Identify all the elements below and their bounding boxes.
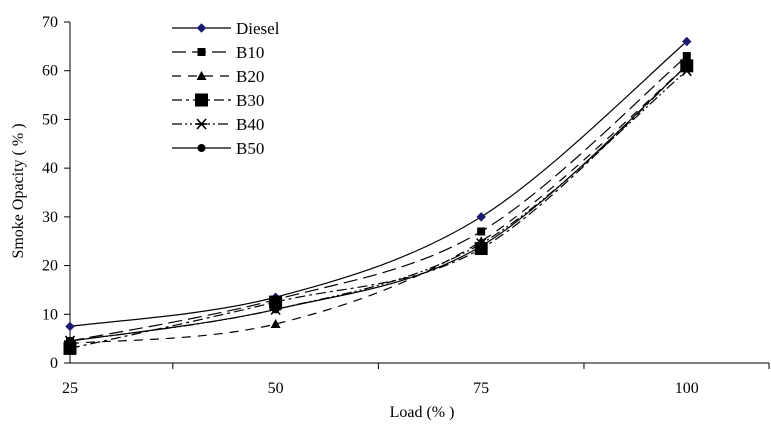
legend-item-b40: B40 bbox=[172, 115, 264, 134]
x-tick-label: 75 bbox=[473, 380, 489, 397]
legend-marker-b50 bbox=[197, 144, 206, 152]
y-tick-label: 50 bbox=[42, 111, 58, 128]
y-axis-title: Smoke Opacity ( % ) bbox=[10, 123, 27, 258]
series-b50 bbox=[66, 61, 691, 346]
series-b40 bbox=[64, 65, 693, 347]
point-diesel bbox=[65, 321, 75, 332]
series-line-b30 bbox=[69, 65, 688, 349]
chart-axes: 0 10 20 30 40 50 60 70 25 50 75 100 bbox=[42, 14, 770, 397]
legend-item-b30: B30 bbox=[172, 91, 264, 110]
point-b50 bbox=[477, 242, 486, 251]
y-tick-label: 70 bbox=[42, 14, 58, 31]
x-axis-title: Load (% ) bbox=[390, 404, 455, 421]
series-line-b10 bbox=[69, 55, 688, 342]
point-b50 bbox=[682, 61, 691, 70]
point-b50 bbox=[66, 337, 74, 346]
series-line-b20 bbox=[69, 65, 688, 345]
chart-legend: Diesel B10 B20 B30 B40 B50 bbox=[172, 19, 280, 158]
point-b50 bbox=[271, 305, 280, 314]
y-tick-label: 20 bbox=[42, 258, 58, 275]
series-line-b50 bbox=[69, 65, 688, 342]
series-line-diesel bbox=[69, 41, 688, 328]
legend-item-b20: B20 bbox=[172, 67, 264, 86]
series-diesel bbox=[65, 36, 692, 332]
chart-series bbox=[63, 36, 694, 355]
legend-item-b10: B10 bbox=[172, 43, 264, 62]
legend-item-b50: B50 bbox=[172, 139, 264, 158]
asterisk-stroke bbox=[196, 118, 207, 130]
x-tick-label: 25 bbox=[62, 380, 78, 397]
series-b20 bbox=[65, 60, 692, 348]
y-tick-label: 40 bbox=[42, 160, 58, 177]
legend-marker-b20 bbox=[196, 71, 207, 80]
legend-label-b30: B30 bbox=[236, 91, 264, 110]
legend-label-b40: B40 bbox=[236, 115, 264, 134]
legend-label-b20: B20 bbox=[236, 67, 264, 86]
legend-label-b10: B10 bbox=[236, 43, 264, 62]
series-line-b40 bbox=[69, 70, 688, 342]
x-tick-label: 50 bbox=[268, 380, 284, 397]
series-b30 bbox=[63, 59, 694, 355]
x-tick-label: 100 bbox=[675, 380, 699, 397]
legend-item-diesel: Diesel bbox=[172, 19, 280, 38]
legend-marker-b10 bbox=[197, 48, 206, 56]
legend-label-diesel: Diesel bbox=[236, 19, 280, 38]
point-b10 bbox=[477, 227, 486, 236]
series-b10 bbox=[66, 52, 691, 346]
point-b20 bbox=[270, 319, 281, 329]
legend-marker-b30 bbox=[195, 93, 208, 107]
legend-marker-b40 bbox=[195, 118, 208, 130]
point-b10 bbox=[682, 52, 691, 61]
legend-label-b50: B50 bbox=[236, 139, 264, 158]
legend-marker-diesel bbox=[196, 23, 207, 33]
y-tick-label: 10 bbox=[42, 306, 58, 323]
point-diesel bbox=[682, 36, 692, 47]
point-diesel bbox=[476, 212, 486, 222]
y-tick-label: 0 bbox=[50, 355, 58, 372]
y-tick-label: 30 bbox=[42, 209, 58, 226]
y-tick-label: 60 bbox=[42, 63, 58, 80]
